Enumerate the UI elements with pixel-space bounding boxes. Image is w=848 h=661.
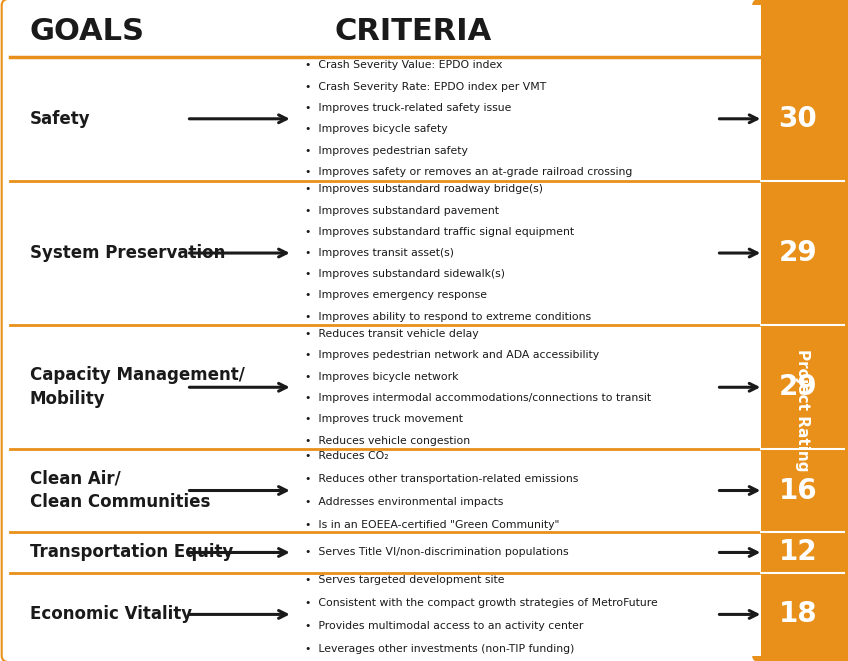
Text: •  Provides multimodal access to an activity center: • Provides multimodal access to an activ… (305, 621, 583, 631)
Text: •  Improves pedestrian network and ADA accessibility: • Improves pedestrian network and ADA ac… (305, 350, 600, 360)
Text: •  Improves truck movement: • Improves truck movement (305, 414, 463, 424)
Text: 18: 18 (778, 600, 817, 629)
Text: •  Improves substandard sidewalk(s): • Improves substandard sidewalk(s) (305, 269, 505, 279)
Bar (10, 57, 761, 180)
Text: 16: 16 (778, 477, 817, 504)
Text: •  Improves truck-related safety issue: • Improves truck-related safety issue (305, 103, 511, 113)
Text: •  Improves substandard traffic signal equipment: • Improves substandard traffic signal eq… (305, 227, 574, 237)
Bar (10, 573, 761, 656)
Text: •  Improves substandard pavement: • Improves substandard pavement (305, 206, 499, 215)
Bar (10, 180, 761, 325)
Text: 29: 29 (778, 239, 817, 267)
Text: Transportation Equity: Transportation Equity (30, 543, 233, 561)
Text: •  Improves transit asset(s): • Improves transit asset(s) (305, 248, 455, 258)
Text: •  Improves bicycle network: • Improves bicycle network (305, 371, 459, 381)
Text: •  Improves emergency response: • Improves emergency response (305, 290, 488, 301)
Text: CRITERIA: CRITERIA (335, 17, 492, 46)
Text: •  Improves bicycle safety: • Improves bicycle safety (305, 124, 448, 134)
Text: Clean Air/
Clean Communities: Clean Air/ Clean Communities (30, 470, 210, 512)
Bar (10, 5, 761, 57)
Text: Capacity Management/
Mobility: Capacity Management/ Mobility (30, 366, 244, 408)
Text: Economic Vitality: Economic Vitality (30, 605, 192, 623)
Text: •  Crash Severity Rate: EPDO index per VMT: • Crash Severity Rate: EPDO index per VM… (305, 82, 546, 92)
Text: •  Is in an EOEEA-certified "Green Community": • Is in an EOEEA-certified "Green Commun… (305, 520, 560, 530)
Text: •  Serves Title VI/non-discrimination populations: • Serves Title VI/non-discrimination pop… (305, 547, 569, 557)
Bar (10, 325, 761, 449)
Text: Safety: Safety (30, 110, 90, 128)
Text: •  Improves ability to respond to extreme conditions: • Improves ability to respond to extreme… (305, 312, 591, 322)
Text: •  Reduces vehicle congestion: • Reduces vehicle congestion (305, 436, 471, 446)
Text: 30: 30 (778, 105, 817, 133)
Text: •  Reduces transit vehicle delay: • Reduces transit vehicle delay (305, 329, 479, 339)
Text: System Preservation: System Preservation (30, 244, 225, 262)
Text: GOALS: GOALS (30, 17, 145, 46)
Bar (10, 532, 761, 573)
FancyBboxPatch shape (752, 0, 848, 661)
Bar (10, 449, 761, 532)
Text: •  Improves substandard roadway bridge(s): • Improves substandard roadway bridge(s) (305, 184, 544, 194)
Text: •  Crash Severity Value: EPDO index: • Crash Severity Value: EPDO index (305, 60, 503, 71)
Text: •  Improves pedestrian safety: • Improves pedestrian safety (305, 146, 468, 156)
Text: 12: 12 (778, 539, 817, 566)
Text: •  Reduces other transportation-related emissions: • Reduces other transportation-related e… (305, 474, 578, 484)
Text: 29: 29 (778, 373, 817, 401)
Text: •  Improves safety or removes an at-grade railroad crossing: • Improves safety or removes an at-grade… (305, 167, 633, 177)
Text: •  Improves intermodal accommodations/connections to transit: • Improves intermodal accommodations/con… (305, 393, 651, 403)
Text: •  Serves targeted development site: • Serves targeted development site (305, 574, 505, 585)
Text: •  Consistent with the compact growth strategies of MetroFuture: • Consistent with the compact growth str… (305, 598, 658, 608)
Text: •  Reduces CO₂: • Reduces CO₂ (305, 451, 389, 461)
Text: •  Addresses environmental impacts: • Addresses environmental impacts (305, 497, 504, 507)
Text: •  Leverages other investments (non-TIP funding): • Leverages other investments (non-TIP f… (305, 644, 575, 654)
Text: Project Rating: Project Rating (795, 348, 810, 471)
